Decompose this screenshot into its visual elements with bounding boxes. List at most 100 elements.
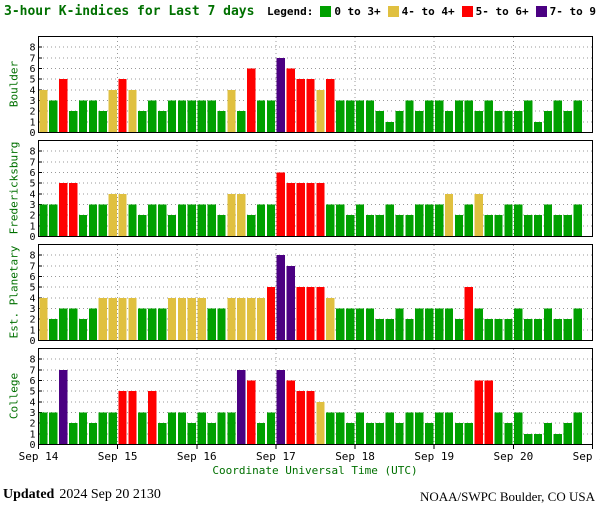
k-index-bar xyxy=(405,215,414,237)
k-index-bar xyxy=(158,204,167,237)
k-index-bar xyxy=(217,308,226,341)
k-index-bar xyxy=(217,111,226,133)
k-index-bar xyxy=(138,308,147,341)
k-index-bar xyxy=(524,100,533,133)
k-index-bar xyxy=(375,215,384,237)
k-index-bar xyxy=(444,308,454,341)
legend-item-label: 4- to 4+ xyxy=(401,5,455,18)
y-tick-label: 7 xyxy=(29,53,35,64)
x-tick-label: Sep 16 xyxy=(176,450,217,463)
k-index-bar xyxy=(336,204,345,237)
k-index-bar xyxy=(355,204,365,237)
k-index-bar xyxy=(88,100,98,133)
k-index-bar xyxy=(543,308,553,341)
k-index-bar xyxy=(59,369,68,445)
k-index-bar xyxy=(78,215,88,237)
k-index-bar xyxy=(444,111,454,133)
k-index-bar xyxy=(39,89,48,133)
k-index-bar xyxy=(405,319,414,341)
k-index-bar xyxy=(227,89,236,133)
k-index-bar xyxy=(533,319,543,341)
k-index-bar xyxy=(39,297,48,341)
k-index-bar xyxy=(197,204,206,237)
updated-label: Updated xyxy=(3,487,55,502)
k-index-bar xyxy=(266,100,276,133)
k-index-bar xyxy=(326,79,335,133)
k-index-bar xyxy=(454,319,464,341)
k-index-bar xyxy=(158,308,167,341)
x-tick-label: Sep 20 xyxy=(493,450,534,463)
k-index-bar xyxy=(108,193,117,237)
k-index-bar xyxy=(533,121,543,133)
y-tick-label: 6 xyxy=(29,168,35,179)
legend-swatch-3 xyxy=(535,6,547,17)
k-index-bar xyxy=(197,100,206,133)
x-tick-label: Sep 19 xyxy=(414,450,455,463)
k-index-bar xyxy=(326,412,335,445)
k-index-bar xyxy=(68,423,78,445)
y-tick-label: 7 xyxy=(29,261,35,272)
y-tick-label: 6 xyxy=(29,272,35,283)
k-index-bar xyxy=(553,215,563,237)
k-index-bar xyxy=(49,204,58,237)
k-index-bar xyxy=(415,111,424,133)
k-index-bar xyxy=(484,380,493,445)
k-index-bar xyxy=(138,111,147,133)
y-tick-label: 8 xyxy=(29,43,35,54)
y-tick-label: 5 xyxy=(29,179,35,190)
k-index-bar xyxy=(306,183,315,237)
k-index-bar xyxy=(316,183,325,237)
k-index-bar xyxy=(563,111,572,133)
k-index-bar xyxy=(49,319,58,341)
k-index-bar xyxy=(266,287,276,341)
k-index-bar xyxy=(68,183,78,237)
y-tick-label: 5 xyxy=(29,387,35,398)
legend-swatch-2 xyxy=(461,6,473,17)
k-index-bar xyxy=(355,412,365,445)
y-tick-label: 7 xyxy=(29,365,35,376)
k-index-bar xyxy=(118,391,127,445)
k-index-bar xyxy=(345,100,355,133)
k-index-bar xyxy=(573,204,582,237)
x-tick-label: Sep 17 xyxy=(256,450,296,463)
k-index-bar xyxy=(118,79,127,133)
k-index-bar xyxy=(187,423,196,445)
k-index-bar xyxy=(108,89,117,133)
y-tick-label: 5 xyxy=(29,283,35,294)
k-index-bar xyxy=(167,100,177,133)
k-index-bar xyxy=(207,204,216,237)
legend-item-label: 5- to 6+ xyxy=(475,5,529,18)
y-tick-label: 2 xyxy=(29,315,35,326)
k-index-bar xyxy=(573,308,582,341)
x-axis-title: Coordinate Universal Time (UTC) xyxy=(212,464,418,477)
k-index-bar xyxy=(543,111,553,133)
k-index-bar xyxy=(454,100,464,133)
k-index-bar xyxy=(405,100,414,133)
k-index-bar xyxy=(286,68,295,133)
k-index-bar xyxy=(484,215,493,237)
k-index-bar xyxy=(217,412,226,445)
k-index-bar xyxy=(395,111,404,133)
k-index-bar xyxy=(197,412,206,445)
k-index-bar xyxy=(158,423,167,445)
k-index-bar xyxy=(177,100,187,133)
k-index-bar xyxy=(276,57,286,133)
y-tick-label: 5 xyxy=(29,75,35,86)
k-index-bar xyxy=(207,423,216,445)
k-index-bar xyxy=(514,412,523,445)
k-index-bar xyxy=(276,255,286,341)
k-index-bar xyxy=(454,215,464,237)
k-index-bar xyxy=(108,297,117,341)
k-index-bar xyxy=(98,204,107,237)
k-index-bar xyxy=(286,265,295,341)
k-index-bar xyxy=(514,308,523,341)
k-index-bar xyxy=(365,423,375,445)
k-index-bar xyxy=(286,380,295,445)
k-index-bar xyxy=(237,193,246,237)
k-index-bar xyxy=(464,287,473,341)
k-index-bar xyxy=(573,412,582,445)
k-index-bar xyxy=(425,423,434,445)
y-tick-label: 1 xyxy=(29,221,35,232)
k-index-bar xyxy=(444,412,454,445)
k-index-bar xyxy=(375,319,384,341)
